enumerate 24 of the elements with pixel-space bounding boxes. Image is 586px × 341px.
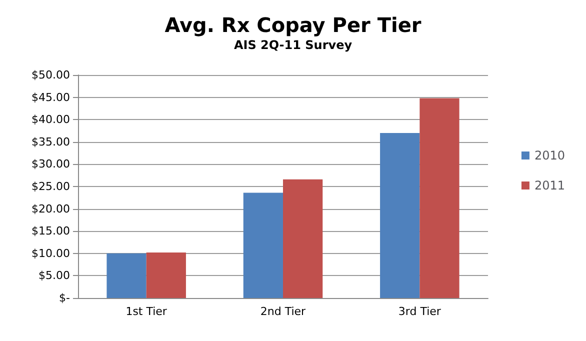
legend-label: 2010	[534, 148, 566, 162]
x-tick-label: 3rd Tier	[398, 305, 442, 318]
bar	[243, 192, 283, 298]
x-tick-label: 2nd Tier	[260, 305, 306, 318]
bar	[146, 252, 186, 298]
y-tick-label: $30.00	[32, 158, 70, 171]
bar	[420, 98, 460, 298]
bar	[380, 132, 420, 298]
bar	[106, 253, 146, 298]
chart-title: Avg. Rx Copay Per Tier	[164, 13, 422, 37]
y-tick-label: $15.00	[32, 224, 70, 238]
chart-subtitle: AIS 2Q-11 Survey	[234, 38, 352, 52]
y-tick-label: $35.00	[32, 135, 70, 148]
y-tick-label: $45.00	[32, 90, 70, 104]
y-tick-label: $5.00	[38, 269, 70, 282]
y-tick-label: $50.00	[32, 68, 70, 82]
y-tick-label: $-	[59, 292, 70, 304]
y-tick-label: $25.00	[32, 180, 70, 193]
legend-label: 2011	[534, 178, 566, 192]
x-tick-label: 1st Tier	[126, 305, 168, 318]
bar	[283, 179, 323, 298]
y-tick-label: $10.00	[32, 246, 70, 260]
y-tick-label: $20.00	[32, 202, 70, 216]
y-tick-label: $40.00	[32, 113, 70, 126]
